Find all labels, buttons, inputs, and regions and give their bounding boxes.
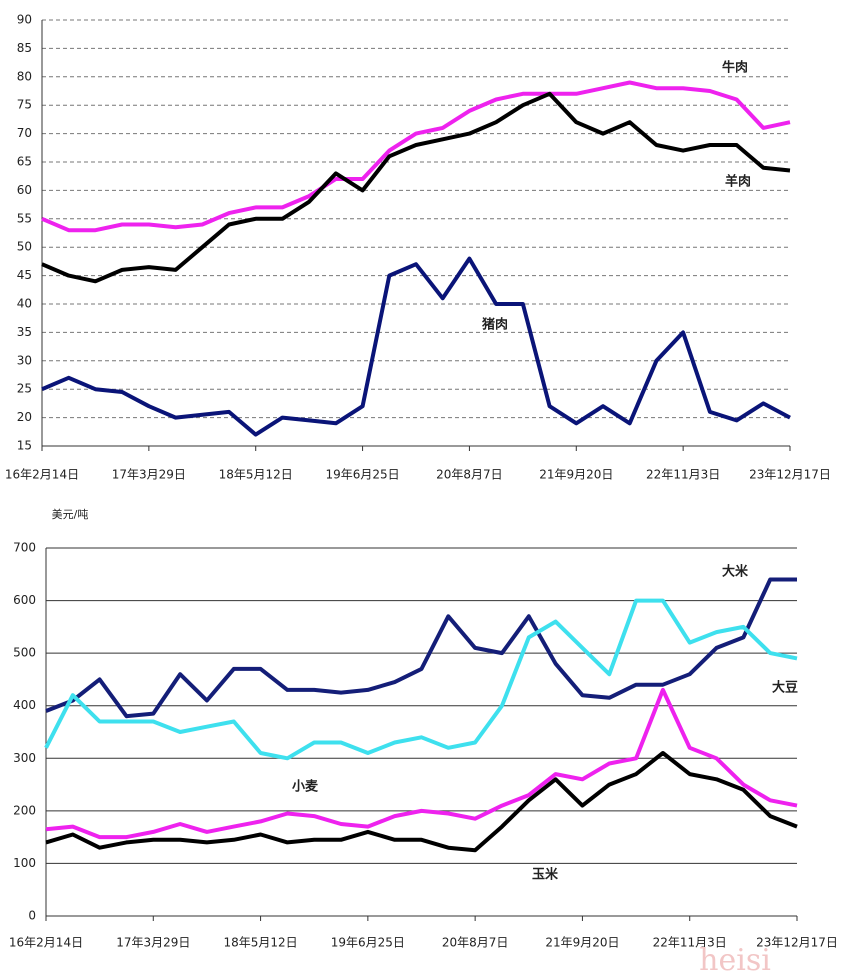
y-tick-label: 700 bbox=[13, 541, 36, 555]
series-label: 玉米 bbox=[532, 867, 559, 883]
series-line bbox=[41, 256, 791, 437]
y-tick-label: 500 bbox=[13, 646, 36, 660]
y-tick-label: 80 bbox=[17, 69, 32, 83]
x-tick-label: 22年11月3日 bbox=[653, 936, 727, 950]
y-tick-label: 100 bbox=[13, 856, 36, 870]
y-tick-label: 45 bbox=[17, 268, 32, 282]
series-label: 猪肉 bbox=[481, 317, 508, 333]
series-line bbox=[41, 80, 791, 233]
x-tick-label: 18年5月12日 bbox=[219, 468, 293, 482]
x-tick-label: 23年12月17日 bbox=[749, 468, 831, 482]
y-tick-label: 35 bbox=[17, 325, 32, 339]
y-tick-label: 15 bbox=[17, 439, 32, 453]
x-tick-label: 18年5月12日 bbox=[223, 936, 297, 950]
series-label: 羊肉 bbox=[725, 174, 751, 190]
x-tick-label: 21年9月20日 bbox=[545, 936, 619, 950]
x-tick-label: 19年6月25日 bbox=[325, 468, 399, 482]
series-label: 大豆 bbox=[772, 680, 798, 696]
y-tick-label: 90 bbox=[17, 13, 32, 27]
x-tick-label: 20年8月7日 bbox=[442, 936, 509, 950]
x-tick-label: 17年3月29日 bbox=[116, 936, 190, 950]
y-tick-label: 55 bbox=[17, 211, 32, 225]
x-tick-label: 16年2月14日 bbox=[9, 936, 83, 950]
watermark: heisi bbox=[699, 943, 771, 978]
y-tick-label: 40 bbox=[17, 297, 32, 311]
y-tick-label: 25 bbox=[17, 382, 32, 396]
y-tick-label: 70 bbox=[17, 126, 32, 140]
x-tick-label: 22年11月3日 bbox=[646, 468, 720, 482]
y-axis-label: 美元/吨 bbox=[52, 508, 89, 521]
x-tick-label: 21年9月20日 bbox=[539, 468, 613, 482]
y-tick-label: 400 bbox=[13, 698, 36, 712]
y-tick-label: 600 bbox=[13, 593, 36, 607]
x-tick-label: 17年3月29日 bbox=[112, 468, 186, 482]
y-tick-label: 20 bbox=[17, 410, 32, 424]
y-tick-label: 85 bbox=[17, 41, 32, 55]
x-tick-label: 20年8月7日 bbox=[436, 468, 503, 482]
series-line bbox=[45, 687, 798, 840]
y-tick-label: 0 bbox=[28, 909, 36, 923]
y-tick-label: 65 bbox=[17, 155, 32, 169]
y-tick-label: 60 bbox=[17, 183, 32, 197]
series-label: 小麦 bbox=[292, 779, 319, 795]
series-line bbox=[41, 91, 791, 284]
y-tick-label: 75 bbox=[17, 98, 32, 112]
x-tick-label: 19年6月25日 bbox=[331, 936, 405, 950]
y-tick-label: 300 bbox=[13, 751, 36, 765]
x-tick-label: 16年2月14日 bbox=[5, 468, 79, 482]
x-tick-label: 23年12月17日 bbox=[756, 936, 838, 950]
series-line bbox=[45, 577, 797, 719]
y-tick-label: 50 bbox=[17, 240, 32, 254]
series-label: 牛肉 bbox=[722, 60, 748, 76]
y-tick-label: 200 bbox=[13, 803, 36, 817]
y-tick-label: 30 bbox=[17, 353, 32, 367]
series-label: 大米 bbox=[722, 564, 749, 580]
series-line bbox=[44, 598, 798, 761]
series-line bbox=[45, 751, 798, 853]
